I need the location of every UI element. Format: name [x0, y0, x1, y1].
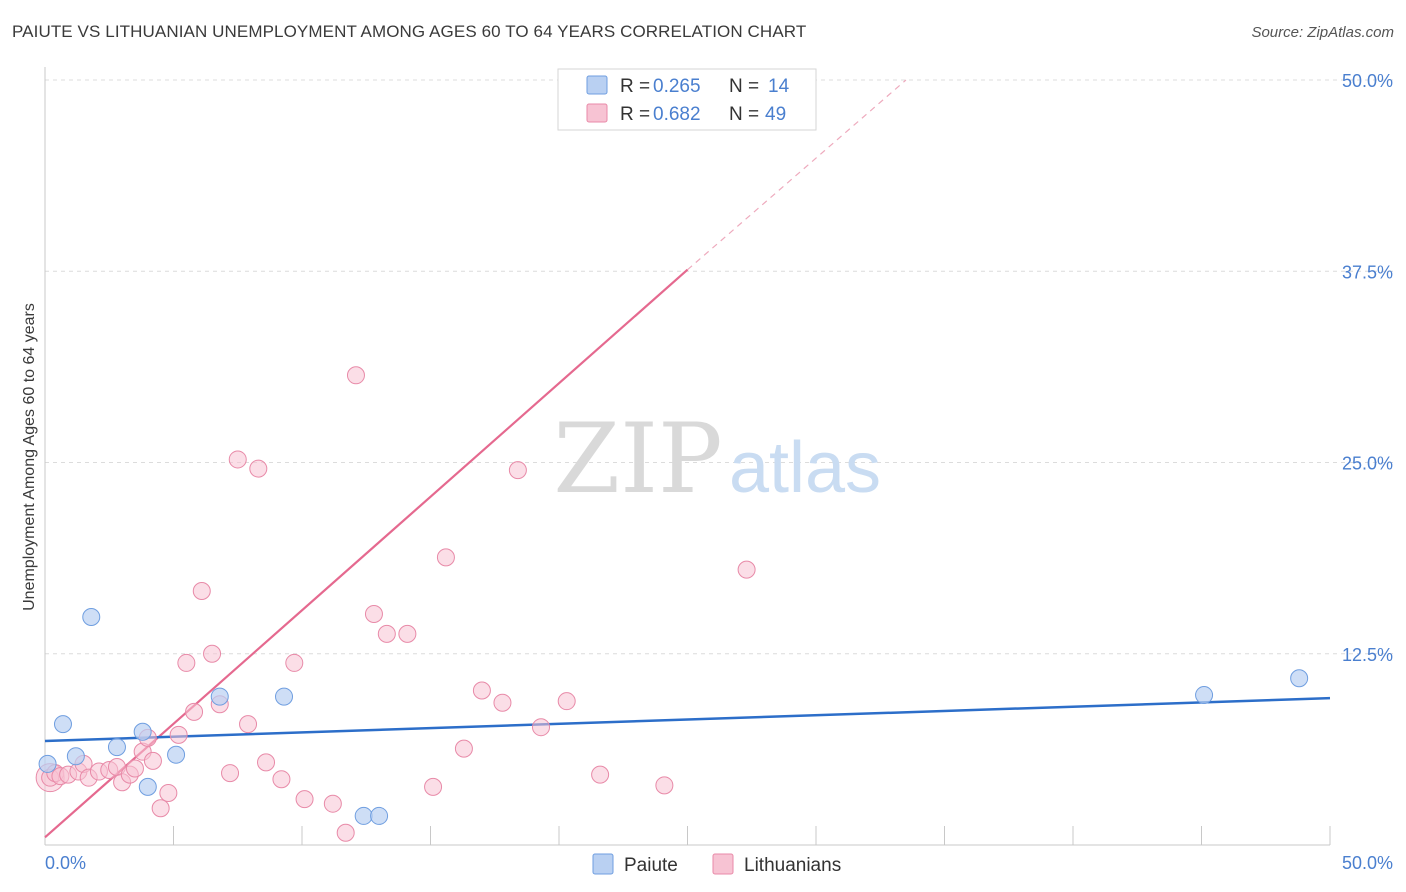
lithuanians-point: [737, 560, 756, 579]
lithuanians-point: [169, 725, 188, 744]
lithuanians-point: [493, 693, 512, 712]
watermark-atlas: atlas: [729, 428, 881, 508]
legend-lith-n-value: 49: [765, 104, 786, 125]
lithuanians-point: [424, 777, 443, 796]
y-tick-label: 25.0%: [1342, 454, 1393, 474]
lithuanians-point: [472, 681, 491, 700]
data-points: [35, 366, 1309, 842]
lithuanians-point: [364, 604, 383, 623]
paiute-point: [210, 687, 229, 706]
legend-paiute-r-value: 0.265: [653, 76, 701, 97]
paiute-point: [275, 687, 294, 706]
lithuanians-point: [336, 823, 355, 842]
paiute-point: [1290, 669, 1309, 688]
lithuanians-point: [436, 548, 455, 567]
watermark: ZIP atlas: [553, 403, 881, 515]
paiute-point: [107, 738, 126, 757]
lithuanians-point: [532, 718, 551, 737]
y-tick-label: 37.5%: [1342, 262, 1393, 282]
lithuanians-point: [203, 644, 222, 663]
bottom-legend-paiute-swatch: [592, 853, 614, 875]
lithuanians-point: [454, 739, 473, 758]
lithuanians-point: [257, 753, 276, 772]
lithuanians-point: [151, 799, 170, 818]
watermark-zip: ZIP: [553, 403, 722, 515]
legend-lith-r-value: 0.682: [653, 104, 701, 125]
legend-lith-swatch: [586, 103, 608, 123]
lithuanians-point: [398, 624, 417, 643]
source-label: Source: ZipAtlas.com: [1251, 24, 1394, 41]
paiute-point: [82, 608, 101, 627]
chart-title: PAIUTE VS LITHUANIAN UNEMPLOYMENT AMONG …: [12, 22, 807, 41]
bottom-legend-paiute-label: Paiute: [624, 855, 678, 876]
paiute-point: [133, 722, 152, 741]
paiute-point: [66, 747, 85, 766]
lithuanians-point: [143, 751, 162, 770]
lithuanians-point: [285, 653, 304, 672]
lithuanians-point: [185, 702, 204, 721]
paiute-point: [370, 806, 389, 825]
axes: [44, 67, 1331, 846]
lithuanians-point: [346, 366, 365, 385]
paiute-point: [138, 777, 157, 796]
lithuanians-point: [272, 770, 291, 789]
tick-labels: 12.5% 25.0% 37.5% 50.0% 0.0% 50.0%: [45, 71, 1393, 873]
x-tick-label: 50.0%: [1342, 853, 1393, 873]
lithuanians-point: [591, 765, 610, 784]
legend-paiute-n-label: N =: [729, 76, 759, 97]
lithuanians-point: [125, 759, 144, 778]
lithuanians-point: [508, 461, 527, 480]
bottom-legend-lith-label: Lithuanians: [744, 855, 841, 876]
lithuanians-trend-extension: [687, 79, 907, 271]
paiute-point: [354, 806, 373, 825]
grid-lines: [45, 79, 1395, 655]
bottom-legend: Paiute Lithuanians: [592, 853, 841, 876]
legend-lith-r-label: R =: [620, 104, 650, 125]
legend-lith-n-label: N =: [729, 104, 759, 125]
lithuanians-point: [377, 624, 396, 643]
lithuanians-point: [221, 764, 240, 783]
lithuanians-point: [323, 794, 342, 813]
legend: R = 0.265 N = 14 R = 0.682 N = 49: [557, 68, 817, 131]
lithuanians-point: [655, 776, 674, 795]
legend-paiute-n-value: 14: [768, 76, 790, 97]
lithuanians-point: [249, 459, 268, 478]
bottom-legend-lith-swatch: [712, 853, 734, 875]
paiute-point: [167, 745, 186, 764]
legend-paiute-r-label: R =: [620, 76, 650, 97]
x-tick-label: 0.0%: [45, 853, 86, 873]
y-tick-label: 12.5%: [1342, 645, 1393, 665]
lithuanians-point: [557, 692, 576, 711]
lithuanians-point: [239, 715, 258, 734]
lithuanians-point: [177, 653, 196, 672]
paiute-point: [1195, 686, 1214, 705]
paiute-trend-line: [44, 696, 1331, 743]
y-tick-label: 50.0%: [1342, 71, 1393, 91]
paiute-point: [53, 715, 72, 734]
legend-paiute-swatch: [586, 75, 608, 95]
paiute-point: [38, 754, 57, 773]
lithuanians-point: [228, 450, 247, 469]
lithuanians-point: [159, 783, 178, 802]
lithuanians-point: [295, 790, 314, 809]
lithuanians-point: [192, 582, 211, 601]
